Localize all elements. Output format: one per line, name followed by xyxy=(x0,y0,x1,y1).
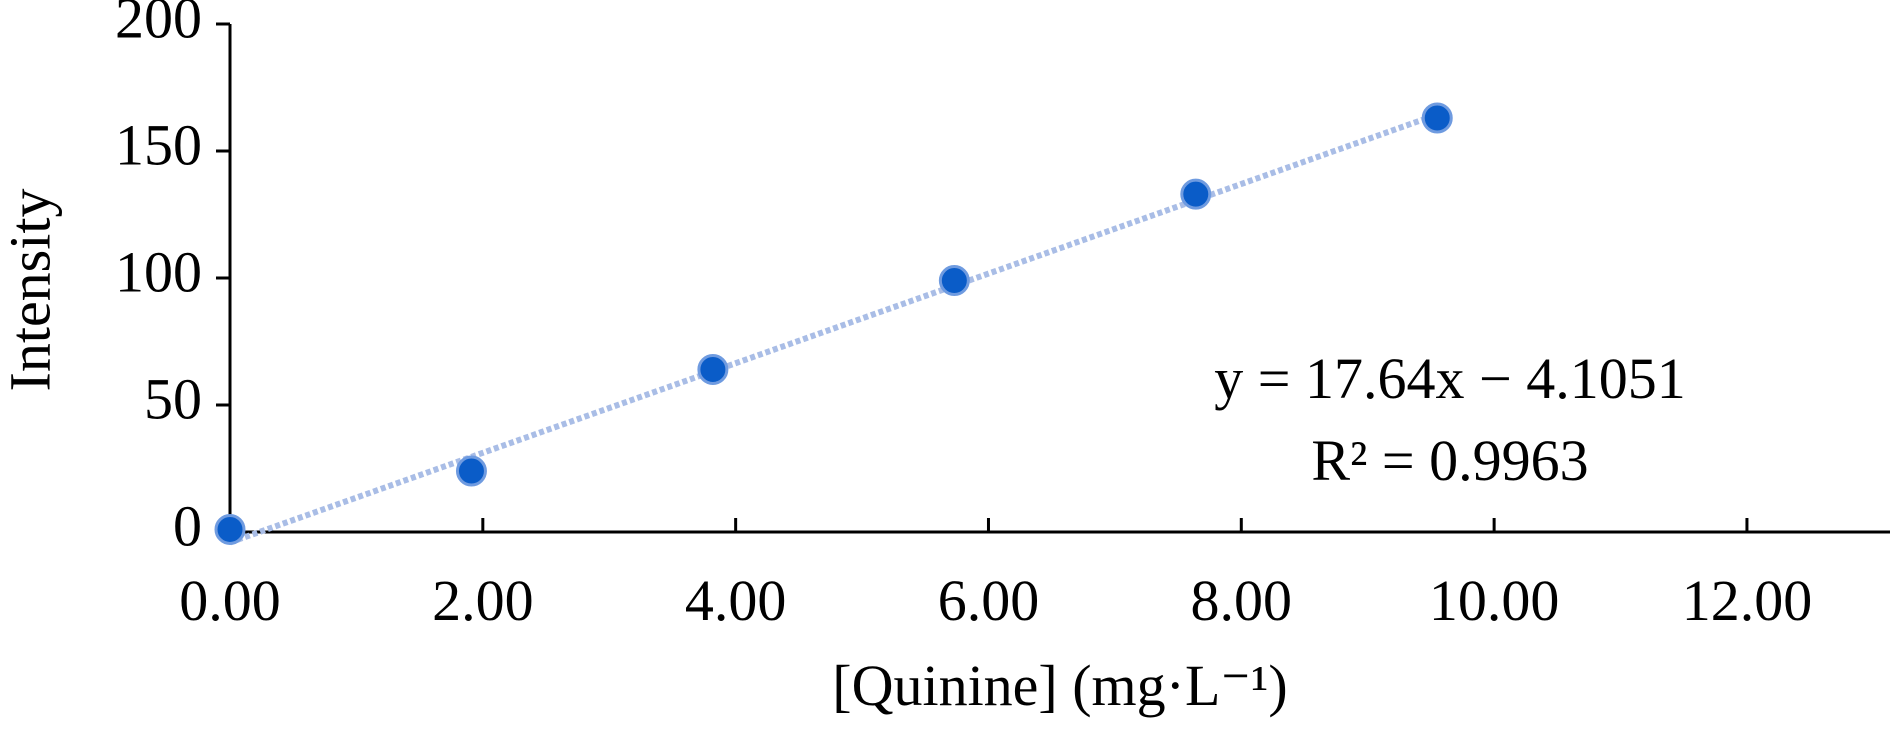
x-tick-label: 4.00 xyxy=(685,568,787,633)
y-tick-label: 200 xyxy=(115,0,202,50)
y-tick-label: 100 xyxy=(115,239,202,304)
x-tick-label: 12.00 xyxy=(1682,568,1813,633)
y-tick-label: 0 xyxy=(173,493,202,558)
data-point xyxy=(697,353,729,385)
y-tick-label: 150 xyxy=(115,112,202,177)
x-tick-label: 6.00 xyxy=(938,568,1040,633)
x-tick-label: 2.00 xyxy=(432,568,534,633)
trendline xyxy=(228,111,1439,546)
x-tick-label: 10.00 xyxy=(1429,568,1560,633)
data-point xyxy=(938,265,970,297)
x-tick-label: 8.00 xyxy=(1191,568,1293,633)
data-point xyxy=(1180,178,1212,210)
data-point xyxy=(455,455,487,487)
y-tick-label: 50 xyxy=(144,366,202,431)
data-point xyxy=(1421,102,1453,134)
x-tick-label: 0.00 xyxy=(179,568,281,633)
trendline-equation: y = 17.64x − 4.1051 xyxy=(1214,346,1685,411)
x-axis-label: [Quinine] (mg·L⁻¹) xyxy=(832,653,1287,718)
y-axis-label: Intensity xyxy=(0,189,62,392)
data-point xyxy=(214,513,246,545)
r-squared: R² = 0.9963 xyxy=(1311,428,1588,493)
